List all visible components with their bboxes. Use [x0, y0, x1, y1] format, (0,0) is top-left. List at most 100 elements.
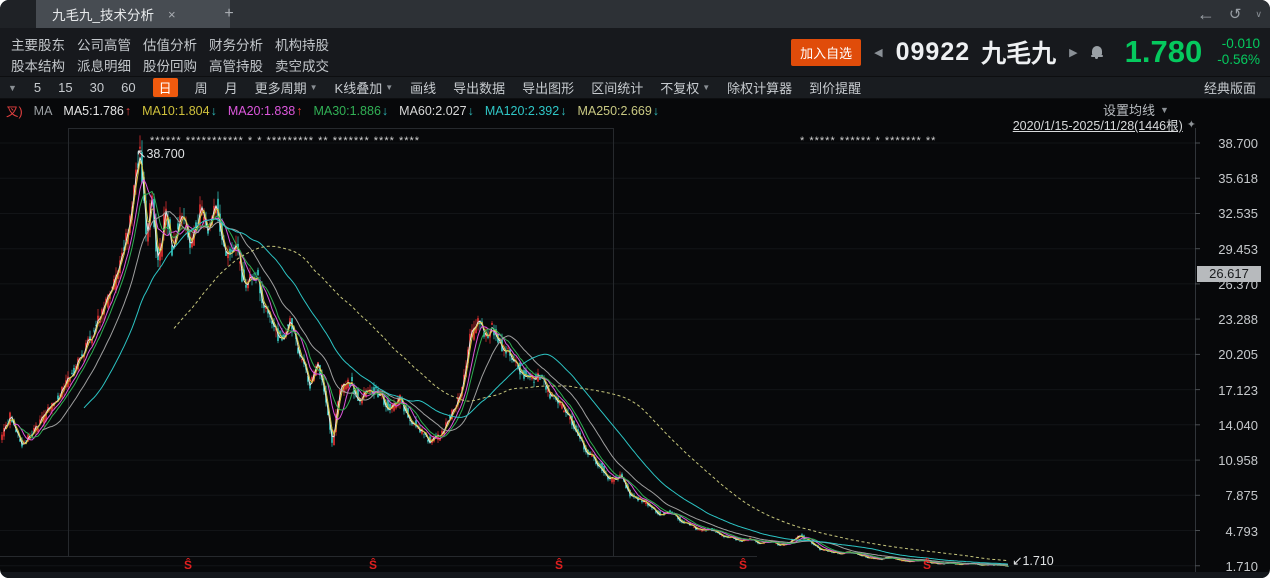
- tab-technical-analysis[interactable]: 九毛九_技术分析 ×: [36, 0, 230, 28]
- axis-price-label: 10.958: [1218, 453, 1258, 468]
- pin-icon[interactable]: ✦: [1186, 119, 1196, 131]
- toolbar-item-画线[interactable]: 画线: [410, 81, 437, 96]
- toolbar-item-月[interactable]: 月: [224, 81, 238, 96]
- period-dropdown-icon[interactable]: ▼: [8, 82, 17, 93]
- toolbar-item-除权计算器[interactable]: 除权计算器: [727, 81, 793, 96]
- toolbar-item-周[interactable]: 周: [194, 81, 208, 96]
- trend-down-icon: ↓: [210, 103, 217, 118]
- tab-bar: 九毛九_技术分析 × + ← ↺ ∨: [0, 0, 1270, 28]
- ma-settings-label: 设置均线: [1103, 103, 1156, 118]
- trend-down-icon: ↓: [560, 103, 567, 118]
- axis-price-label: 20.205: [1218, 347, 1258, 362]
- toolbar-item-导出数据[interactable]: 导出数据: [453, 81, 506, 96]
- change-percent: -0.56%: [1217, 52, 1260, 67]
- toolbar-item-K线叠加[interactable]: K线叠加 ▼: [334, 81, 394, 96]
- next-stock-icon[interactable]: ▶: [1069, 46, 1078, 59]
- toolbar-item-60[interactable]: 60: [121, 80, 136, 95]
- toolbar-item-到价提醒[interactable]: 到价提醒: [809, 81, 862, 96]
- last-price: 1.780: [1124, 34, 1203, 69]
- menu-item[interactable]: 财务分析: [209, 38, 263, 53]
- ma-readout: MA20:1.838 ↑: [227, 103, 303, 118]
- toolbar-item-导出图形[interactable]: 导出图形: [522, 81, 575, 96]
- ma-readout: MA5:1.786 ↑: [63, 103, 132, 118]
- menu-item[interactable]: 股份回购: [143, 59, 197, 74]
- ma-settings-button[interactable]: 设置均线 ▼: [1103, 100, 1169, 119]
- menu-row-1: 主要股东 公司高管 估值分析 财务分析 机构持股: [11, 34, 329, 54]
- toolbar-item-5[interactable]: 5: [33, 80, 42, 95]
- menu-item[interactable]: 卖空成交: [275, 59, 329, 74]
- price-alert-bell-icon[interactable]: [1090, 45, 1104, 59]
- toolbar-item-日[interactable]: 日: [152, 78, 178, 97]
- menu-item[interactable]: 估值分析: [143, 38, 197, 53]
- dropdown-arrow-icon: ▼: [702, 83, 711, 92]
- tab-title: 九毛九_技术分析: [52, 8, 155, 23]
- dropdown-arrow-icon: ▼: [309, 83, 318, 92]
- ma-readout: MA10:1.804 ↓: [142, 103, 217, 118]
- ma-readout: MA30:1.886 ↓: [313, 103, 389, 118]
- window-nav-icons: ← ↺ ∨: [1197, 0, 1262, 28]
- quote-header: 加入自选 ◀ 09922 九毛九 ▶ 1.780 -0.010 -0.56%: [791, 28, 1260, 76]
- trend-down-icon: ↓: [467, 103, 474, 118]
- dropdown-arrow-icon: ▼: [1160, 104, 1169, 115]
- axis-price-label: 17.123: [1218, 383, 1258, 398]
- cross-signal-label: 叉): [6, 105, 23, 119]
- toolbar-items: 5 15 30 60 日 周 月 更多周期 ▼ K线叠加 ▼ 画线 导出数据 导出图形 区间统计 不复权 ▼ 除权…: [34, 78, 861, 97]
- toolbar-item-30[interactable]: 30: [89, 80, 105, 95]
- back-arrow-icon[interactable]: ←: [1196, 3, 1215, 24]
- chart-toolbar: ▼ 5 15 30 60 日 周 月 更多周期 ▼ K线叠加 ▼ 画线 导出数据 导出图形 区间统计 不复权 ▼…: [0, 76, 1270, 99]
- menu-item[interactable]: 公司高管: [77, 38, 131, 53]
- trend-down-icon: ↓: [652, 103, 660, 118]
- header-bar: 主要股东 公司高管 估值分析 财务分析 机构持股 股本结构 派息明细 股份回购 高管持股 卖空成…: [0, 28, 1270, 76]
- trend-up-icon: ↑: [124, 103, 132, 118]
- date-range-label[interactable]: 2020/1/15-2025/11/28(1446根): [1012, 119, 1183, 133]
- change-value: -0.010: [1221, 36, 1260, 51]
- dropdown-arrow-icon: ▼: [385, 83, 394, 92]
- trend-down-icon: ↓: [381, 103, 389, 118]
- toolbar-item-不复权[interactable]: 不复权 ▼: [660, 81, 711, 96]
- menu-item[interactable]: 高管持股: [209, 59, 263, 74]
- dividend-event-marker[interactable]: Ŝ: [922, 558, 932, 572]
- axis-price-label: 7.875: [1225, 488, 1258, 503]
- price-change: -0.010 -0.56%: [1217, 36, 1260, 68]
- axis-price-label: 35.618: [1218, 171, 1258, 186]
- axis-price-label: 14.040: [1218, 418, 1258, 433]
- date-range-control[interactable]: 2020/1/15-2025/11/28(1446根) ✦: [1013, 115, 1196, 134]
- ma-readout: MA120:2.392 ↓: [484, 103, 567, 118]
- dividend-event-marker[interactable]: Ŝ: [738, 558, 748, 572]
- axis-price-label: 38.700: [1218, 136, 1258, 151]
- prev-stock-icon[interactable]: ◀: [874, 46, 883, 59]
- last-price-annotation: ↙1.710: [1012, 554, 1054, 568]
- window-bottom-edge: [0, 572, 1270, 578]
- classic-layout-button[interactable]: 经典版面: [1203, 81, 1256, 96]
- add-watchlist-button[interactable]: 加入自选: [791, 38, 862, 66]
- menu-item[interactable]: 股本结构: [11, 59, 65, 74]
- ma-group-label: MA: [33, 103, 53, 118]
- undo-icon[interactable]: ↺: [1228, 6, 1242, 23]
- tab-close-icon[interactable]: ×: [168, 6, 176, 22]
- menu-item[interactable]: 派息明细: [77, 59, 131, 74]
- peak-price-annotation: ↖38.700: [136, 147, 185, 161]
- axis-price-label: 4.793: [1225, 524, 1258, 539]
- ma-readout: MA60:2.027 ↓: [399, 103, 474, 118]
- axis-price-badge: 26.617: [1197, 266, 1261, 282]
- toolbar-item-区间统计[interactable]: 区间统计: [591, 81, 644, 96]
- menu-item[interactable]: 主要股东: [11, 38, 65, 53]
- stock-code: 09922: [895, 37, 971, 66]
- axis-price-label: 32.535: [1218, 206, 1258, 221]
- toolbar-item-更多周期[interactable]: 更多周期 ▼: [254, 81, 318, 96]
- chevron-down-icon[interactable]: ∨: [1255, 8, 1262, 19]
- stock-name: 九毛九: [981, 40, 1057, 68]
- dividend-event-marker[interactable]: Ŝ: [183, 558, 193, 572]
- ma-indicator-row: 叉) MA MA5:1.786 ↑ MA10:1.804 ↓ MA20:1.838 ↑ MA…: [6, 101, 659, 120]
- toolbar-item-15[interactable]: 15: [58, 80, 73, 95]
- menu-row-2: 股本结构 派息明细 股份回购 高管持股 卖空成交: [11, 55, 329, 75]
- axis-price-label: 29.453: [1218, 242, 1258, 257]
- new-tab-button[interactable]: +: [224, 5, 234, 22]
- menu-item[interactable]: 机构持股: [275, 38, 329, 53]
- dividend-event-marker[interactable]: Ŝ: [368, 558, 378, 572]
- axis-price-label: 1.710: [1225, 559, 1258, 574]
- masked-annotation: ****** *********** * * ********* ** ****…: [150, 135, 421, 147]
- dividend-event-marker[interactable]: Ŝ: [554, 558, 564, 572]
